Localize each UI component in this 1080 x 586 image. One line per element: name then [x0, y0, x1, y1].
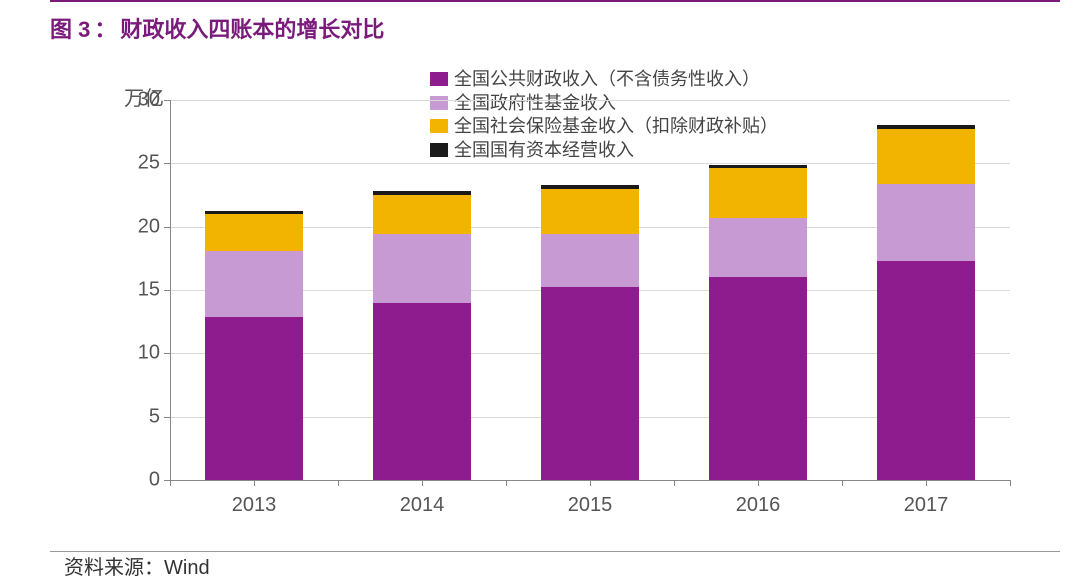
source-label: 资料来源： — [64, 557, 164, 579]
x-tick-mark — [506, 480, 507, 486]
bar-segment — [877, 261, 974, 480]
y-tick-label: 25 — [120, 152, 160, 175]
bar-group — [205, 100, 302, 480]
x-tick-mark — [674, 480, 675, 486]
bar-segment — [541, 234, 638, 287]
bar-segment — [373, 191, 470, 195]
bar-group — [541, 100, 638, 480]
bar-segment — [709, 165, 806, 169]
bar-segment — [541, 287, 638, 480]
bar-group — [709, 100, 806, 480]
bar-group — [373, 100, 470, 480]
figure-label: 图 3 — [50, 17, 90, 42]
bar-segment — [373, 234, 470, 302]
chart-area: 万亿 全国公共财政收入（不含债务性收入）全国政府性基金收入全国社会保险基金收入（… — [80, 60, 1040, 530]
x-tick-mark — [842, 480, 843, 486]
legend-item: 全国公共财政收入（不含债务性收入） — [430, 68, 778, 91]
bar-segment — [205, 317, 302, 480]
bar-group — [877, 100, 974, 480]
x-tick-label: 2014 — [400, 494, 445, 517]
x-tick-label: 2017 — [904, 494, 949, 517]
x-tick-mark — [926, 480, 927, 486]
bar-segment — [205, 251, 302, 317]
bar-segment — [205, 211, 302, 214]
bar-segment — [373, 195, 470, 234]
plot-region: 05101520253020132014201520162017 — [170, 100, 1010, 480]
bar-segment — [877, 129, 974, 183]
y-tick-label: 15 — [120, 279, 160, 302]
bar-segment — [541, 185, 638, 189]
y-tick-label: 20 — [120, 215, 160, 238]
bar-segment — [373, 303, 470, 480]
x-tick-label: 2013 — [232, 494, 277, 517]
source: 资料来源：Wind — [64, 551, 210, 580]
x-tick-label: 2015 — [568, 494, 613, 517]
y-tick-label: 10 — [120, 342, 160, 365]
figure-title-text: 财政收入四账本的增长对比 — [120, 17, 384, 42]
bar-segment — [709, 168, 806, 217]
legend-label: 全国公共财政收入（不含债务性收入） — [454, 68, 760, 91]
x-tick-mark — [338, 480, 339, 486]
x-tick-mark — [1010, 480, 1011, 486]
bar-segment — [709, 277, 806, 480]
header-rule — [50, 0, 1060, 2]
y-axis — [170, 100, 171, 480]
bar-segment — [709, 218, 806, 278]
x-tick-mark — [758, 480, 759, 486]
x-tick-mark — [422, 480, 423, 486]
source-value: Wind — [164, 557, 210, 579]
bar-segment — [541, 189, 638, 235]
y-tick-label: 0 — [120, 469, 160, 492]
bar-segment — [877, 125, 974, 129]
bar-segment — [205, 214, 302, 251]
figure-colon: ： — [94, 17, 116, 42]
x-tick-label: 2016 — [736, 494, 781, 517]
x-tick-mark — [590, 480, 591, 486]
x-tick-mark — [254, 480, 255, 486]
legend-swatch — [430, 72, 448, 86]
x-tick-mark — [170, 480, 171, 486]
y-tick-label: 5 — [120, 405, 160, 428]
bar-segment — [877, 184, 974, 261]
y-tick-label: 30 — [120, 89, 160, 112]
figure-title: 图 3：财政收入四账本的增长对比 — [50, 12, 384, 44]
